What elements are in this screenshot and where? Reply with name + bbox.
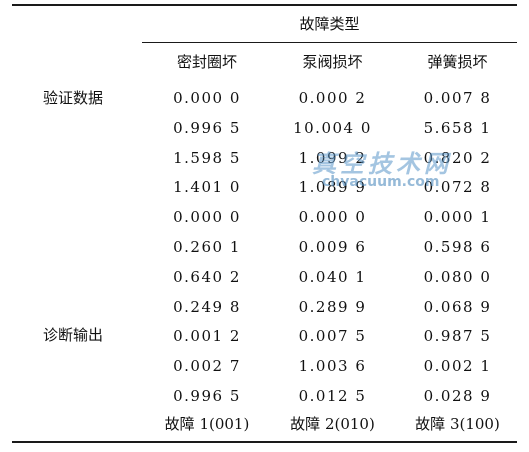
col-header-spring: 弹簧损坏 [427, 53, 488, 71]
table-cell: 0.007 5 [298, 327, 367, 345]
table-cell: 0.000 1 [423, 208, 492, 226]
table-cell: 0.007 8 [423, 89, 492, 107]
table-top-rule [12, 4, 517, 6]
table-cell: 0.002 7 [173, 357, 241, 375]
table-cell: 0.820 2 [423, 149, 492, 167]
table-cell: 0.068 9 [423, 298, 492, 316]
section-label-verify: 验证数据 [43, 89, 104, 107]
table-cell: 0.000 2 [298, 89, 367, 107]
table-cell: 0.260 1 [173, 238, 241, 256]
table-bottom-rule [12, 441, 517, 443]
table-cell: 0.598 6 [423, 238, 492, 256]
table-cell: 1.003 6 [298, 357, 367, 375]
table-cell: 0.249 8 [173, 298, 241, 316]
table-cell: 0.000 0 [173, 208, 241, 226]
table-cell: 0.040 1 [298, 268, 367, 286]
fault-type-header: 故障类型 [299, 15, 360, 33]
table-cell: 0.012 5 [298, 387, 367, 405]
table-cell: 5.658 1 [423, 119, 492, 137]
section-label-diagnose: 诊断输出 [43, 326, 104, 344]
table-cell: 0.000 0 [173, 89, 241, 107]
table-cell: 0.002 1 [423, 357, 492, 375]
table-cell: 1.401 0 [173, 178, 241, 196]
table-cell: 0.080 0 [423, 268, 492, 286]
table-cell: 0.001 2 [173, 327, 241, 345]
table-cell: 10.004 0 [293, 119, 372, 137]
footer-fault-1: 故障 1(001) [164, 415, 250, 433]
footer-fault-2: 故障 2(010) [290, 415, 375, 433]
table-cell: 1.598 5 [173, 149, 241, 167]
table-cell: 0.640 2 [173, 268, 241, 286]
table-cell: 0.028 9 [423, 387, 492, 405]
table-cell: 0.009 6 [298, 238, 367, 256]
col-header-pump-valve: 泵阀损坏 [302, 53, 363, 71]
footer-fault-3: 故障 3(100) [415, 415, 500, 433]
table-cell: 0.000 0 [298, 208, 367, 226]
table-cell: 1.099 2 [298, 149, 367, 167]
table-cell: 1.089 9 [298, 178, 367, 196]
col-header-seal: 密封圈坏 [176, 53, 237, 71]
header-mid-rule [142, 42, 517, 43]
table-cell: 0.996 5 [173, 119, 241, 137]
table-cell: 0.996 5 [173, 387, 241, 405]
table-cell: 0.289 9 [298, 298, 367, 316]
table-cell: 0.987 5 [423, 327, 492, 345]
table-cell: 0.072 8 [423, 178, 492, 196]
